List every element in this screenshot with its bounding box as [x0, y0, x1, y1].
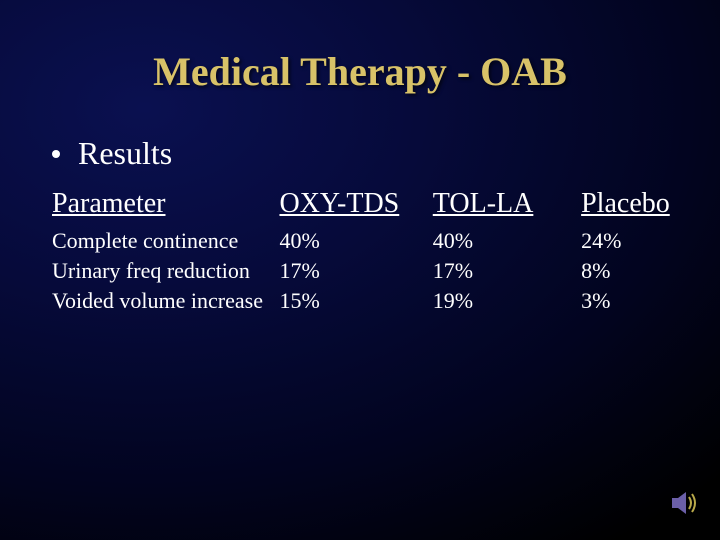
table-row: Urinary freq reduction 17% 17% 8%: [52, 256, 680, 286]
bullet-results: Results: [52, 135, 720, 172]
cell-oxytds: 17%: [279, 256, 432, 286]
col-header-placebo: Placebo: [581, 188, 680, 226]
cell-tolla: 40%: [433, 226, 581, 256]
cell-parameter: Urinary freq reduction: [52, 256, 279, 286]
cell-tolla: 17%: [433, 256, 581, 286]
table-row: Voided volume increase 15% 19% 3%: [52, 286, 680, 316]
cell-parameter: Complete continence: [52, 226, 279, 256]
col-header-oxytds: OXY-TDS: [279, 188, 432, 226]
speaker-icon: [672, 491, 700, 520]
table-row: Complete continence 40% 40% 24%: [52, 226, 680, 256]
table-header-row: Parameter OXY-TDS TOL-LA Placebo: [52, 188, 680, 226]
bullet-dot: [52, 150, 60, 158]
page-title: Medical Therapy - OAB: [0, 0, 720, 95]
cell-parameter: Voided volume increase: [52, 286, 279, 316]
cell-placebo: 24%: [581, 226, 680, 256]
cell-placebo: 3%: [581, 286, 680, 316]
col-header-parameter: Parameter: [52, 188, 279, 226]
cell-tolla: 19%: [433, 286, 581, 316]
bullet-label: Results: [78, 135, 172, 172]
col-header-tolla: TOL-LA: [433, 188, 581, 226]
cell-placebo: 8%: [581, 256, 680, 286]
cell-oxytds: 40%: [279, 226, 432, 256]
cell-oxytds: 15%: [279, 286, 432, 316]
results-table: Parameter OXY-TDS TOL-LA Placebo Complet…: [52, 188, 680, 316]
